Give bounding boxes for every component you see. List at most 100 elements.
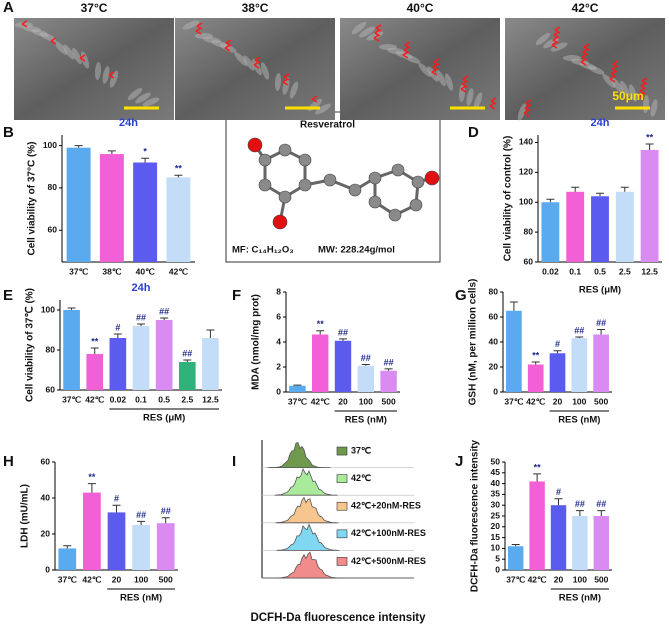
significance: ** [175,164,183,174]
y-tick-label: 100 [43,140,57,150]
cell [550,42,568,52]
bar [550,505,567,570]
significance: # [114,494,119,504]
arrow [404,41,411,49]
y-tick-label: 60 [48,225,58,235]
y-tick-label: 30 [491,499,501,509]
significance: ** [534,462,542,472]
error-bar [293,384,302,386]
bar [591,196,609,262]
error-bar [554,498,563,506]
cell [351,21,367,35]
x-tick-label: 100 [573,574,587,584]
cell [54,41,68,55]
y-tick-label: 40 [491,478,501,488]
bar [99,154,124,262]
x-tick-label: 20 [338,396,348,406]
x-tick-label: 40℃ [136,266,155,276]
cell [182,20,200,30]
significance: ## [136,312,146,322]
significance: * [143,147,147,157]
y-tick-label: 80 [489,286,499,296]
error-bar [533,473,542,482]
y-axis-label: Cell viability of 37℃ (%) [25,288,36,402]
y-tick-label: 60 [46,384,56,394]
bar [334,340,352,392]
error-bar [571,186,580,192]
significance: ## [574,325,584,335]
bar [593,516,610,570]
arrow [490,97,497,105]
y-tick-label: 80 [46,344,56,354]
legend-label: 37℃ [351,445,371,455]
y-tick-label: 25 [491,510,501,520]
error-bar [620,186,629,192]
y-axis-label: Cell viability of control (%) [503,136,514,262]
cell [142,97,160,107]
significance: ## [596,318,606,328]
density-curve [277,551,341,579]
group-label: RES (nM) [345,415,387,426]
x-tick-label: 42℃ [311,396,330,406]
y-axis-label: GSH (nM, per million cells) [468,279,479,406]
y-tick-label: 50 [491,456,501,466]
error-bar [112,504,121,513]
density-curve [276,523,340,551]
x-tick-label: 0.02 [110,394,127,404]
error-bar [384,368,393,371]
arrow [79,54,86,62]
error-bar [160,317,169,320]
arrow [311,95,318,103]
y-tick-label: 0 [45,564,50,574]
bar [566,191,585,262]
x-tick-label: 0.02 [542,266,559,276]
panel-label: B [3,124,14,141]
error-bar [74,145,83,148]
density-curve [274,467,338,496]
bar [156,523,175,570]
micrograph-label: 40°C [407,1,434,15]
x-tick-label: 100 [359,396,373,406]
cell [473,92,483,110]
y-tick-label: 6 [276,311,281,321]
arrow [641,77,648,85]
error-bar [141,157,150,163]
cell [602,74,616,88]
y-tick-label: 45 [491,467,501,477]
cell [219,43,237,53]
panel-label: D [468,124,479,141]
cell [587,65,605,75]
chart-title: 24h [132,282,151,294]
error-bar [339,338,347,341]
x-tick-label: 100 [572,396,586,406]
y-tick-label: 20 [41,528,51,538]
panel-label: F [232,287,241,304]
group-label: RES (μM) [143,413,185,424]
cell [628,84,638,102]
panel-label: G [455,287,467,304]
x-tick-label: 20 [553,396,563,406]
bar [572,516,588,570]
y-tick-label: 60 [41,456,51,466]
significance: ## [161,506,171,516]
x-tick-label: 38℃ [102,266,121,276]
arrow [21,20,28,28]
error-bar [63,545,72,549]
structure-frame [225,111,441,263]
y-tick-label: 60 [524,256,534,266]
error-bar [206,329,215,338]
error-bar [107,150,116,155]
bar [83,492,101,570]
significance: ** [88,472,96,482]
error-bar [316,330,325,335]
error-bar [174,174,183,178]
y-tick-label: 4 [276,336,281,346]
significance: ## [596,499,606,509]
error-bar [90,347,99,354]
cell [466,88,474,106]
cell [366,31,384,41]
arrow [583,43,590,51]
y-tick-label: 15 [491,532,501,542]
cell [289,81,299,99]
x-tick-label: 12.5 [641,266,658,276]
